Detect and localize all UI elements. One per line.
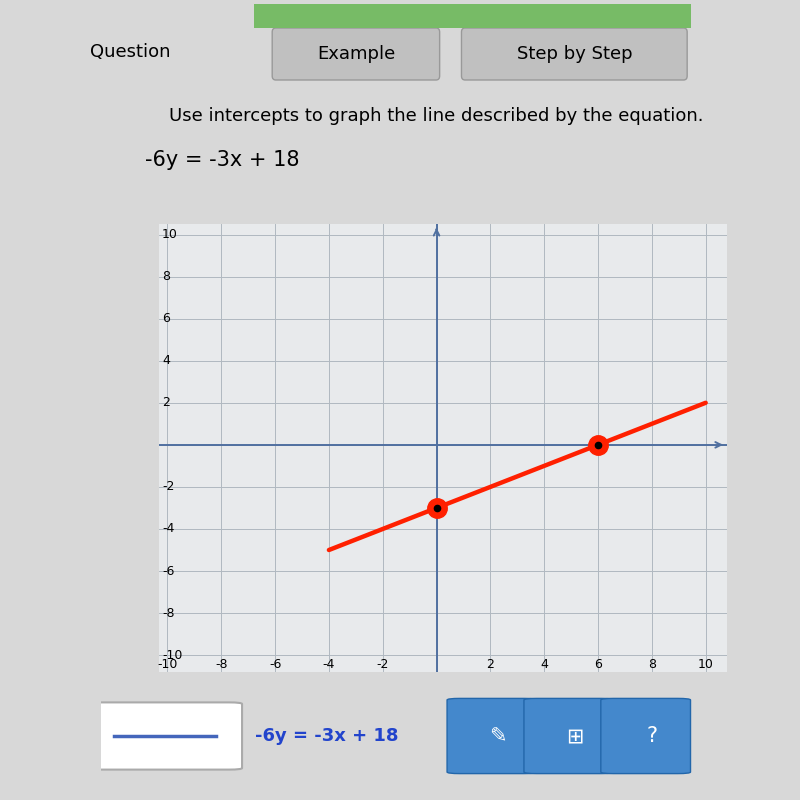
Text: ⊞: ⊞: [566, 726, 584, 746]
FancyBboxPatch shape: [462, 28, 687, 80]
Text: -6y = -3x + 18: -6y = -3x + 18: [255, 727, 398, 745]
Text: 10: 10: [162, 228, 178, 241]
Text: -6: -6: [162, 565, 174, 578]
FancyBboxPatch shape: [272, 28, 440, 80]
Text: 6: 6: [594, 658, 602, 671]
Text: 8: 8: [648, 658, 656, 671]
Text: Use intercepts to graph the line described by the equation.: Use intercepts to graph the line describ…: [169, 107, 703, 125]
Text: -4: -4: [162, 522, 174, 535]
Text: 2: 2: [486, 658, 494, 671]
Text: 6: 6: [162, 312, 170, 325]
Text: 8: 8: [162, 270, 170, 283]
Text: -2: -2: [377, 658, 389, 671]
Text: -2: -2: [162, 481, 174, 494]
Text: 4: 4: [162, 354, 170, 367]
Text: 2: 2: [162, 396, 170, 410]
Text: -10: -10: [162, 649, 182, 662]
Text: ?: ?: [646, 726, 658, 746]
FancyBboxPatch shape: [254, 4, 690, 28]
Text: -8: -8: [215, 658, 227, 671]
Text: ✎: ✎: [490, 726, 507, 746]
Text: 10: 10: [698, 658, 714, 671]
FancyBboxPatch shape: [524, 698, 614, 774]
Text: 4: 4: [540, 658, 548, 671]
Text: Step by Step: Step by Step: [517, 45, 632, 62]
FancyBboxPatch shape: [601, 698, 690, 774]
Text: -6y = -3x + 18: -6y = -3x + 18: [145, 150, 299, 170]
FancyBboxPatch shape: [447, 698, 537, 774]
Text: -8: -8: [162, 606, 174, 620]
FancyBboxPatch shape: [88, 702, 242, 770]
Text: Example: Example: [317, 45, 395, 62]
Text: -4: -4: [322, 658, 335, 671]
Text: Question: Question: [90, 43, 170, 61]
Text: -10: -10: [158, 658, 178, 671]
Text: -6: -6: [269, 658, 282, 671]
